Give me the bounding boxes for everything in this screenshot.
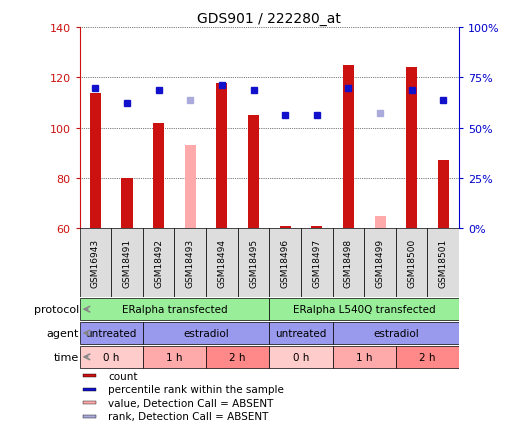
FancyBboxPatch shape — [427, 229, 459, 298]
Text: 0 h: 0 h — [103, 352, 120, 362]
FancyBboxPatch shape — [143, 322, 269, 344]
Bar — [438, 161, 449, 229]
Bar — [406, 68, 417, 229]
Text: GSM18497: GSM18497 — [312, 239, 321, 288]
FancyBboxPatch shape — [396, 229, 427, 298]
FancyBboxPatch shape — [301, 229, 332, 298]
Text: GSM18496: GSM18496 — [281, 239, 290, 288]
FancyBboxPatch shape — [364, 229, 396, 298]
Bar — [216, 83, 227, 229]
Text: GSM18491: GSM18491 — [123, 239, 131, 288]
Text: ERalpha L540Q transfected: ERalpha L540Q transfected — [293, 305, 436, 314]
Text: GSM18493: GSM18493 — [186, 239, 195, 288]
FancyBboxPatch shape — [269, 322, 332, 344]
Text: GSM16943: GSM16943 — [91, 239, 100, 288]
FancyBboxPatch shape — [143, 229, 174, 298]
FancyBboxPatch shape — [206, 346, 269, 368]
Bar — [83, 401, 96, 404]
Text: rank, Detection Call = ABSENT: rank, Detection Call = ABSENT — [108, 411, 268, 421]
Bar — [248, 116, 259, 229]
FancyBboxPatch shape — [238, 229, 269, 298]
FancyBboxPatch shape — [80, 346, 143, 368]
FancyBboxPatch shape — [143, 346, 206, 368]
FancyBboxPatch shape — [80, 322, 143, 344]
Text: estradiol: estradiol — [373, 328, 419, 338]
Title: GDS901 / 222280_at: GDS901 / 222280_at — [198, 12, 341, 26]
FancyBboxPatch shape — [269, 299, 459, 320]
FancyBboxPatch shape — [80, 229, 111, 298]
Text: GSM18492: GSM18492 — [154, 239, 163, 288]
FancyBboxPatch shape — [80, 299, 269, 320]
Text: count: count — [108, 371, 137, 381]
Text: 0 h: 0 h — [293, 352, 309, 362]
Text: GSM18495: GSM18495 — [249, 239, 258, 288]
Bar — [280, 226, 291, 229]
FancyBboxPatch shape — [269, 229, 301, 298]
Bar — [83, 374, 96, 377]
Text: 2 h: 2 h — [419, 352, 436, 362]
Text: GSM18494: GSM18494 — [218, 239, 226, 288]
Text: agent: agent — [47, 328, 79, 338]
Text: ERalpha transfected: ERalpha transfected — [122, 305, 227, 314]
FancyBboxPatch shape — [332, 229, 364, 298]
Text: 1 h: 1 h — [356, 352, 372, 362]
Text: 1 h: 1 h — [166, 352, 183, 362]
Text: percentile rank within the sample: percentile rank within the sample — [108, 384, 284, 394]
FancyBboxPatch shape — [206, 229, 238, 298]
Bar — [153, 123, 164, 229]
Text: GSM18501: GSM18501 — [439, 239, 448, 288]
Text: protocol: protocol — [34, 305, 79, 314]
Bar — [311, 226, 322, 229]
Bar — [343, 66, 354, 229]
FancyBboxPatch shape — [332, 346, 396, 368]
Text: time: time — [54, 352, 79, 362]
Text: GSM18499: GSM18499 — [376, 239, 385, 288]
FancyBboxPatch shape — [174, 229, 206, 298]
Text: estradiol: estradiol — [183, 328, 229, 338]
Bar — [185, 146, 196, 229]
Text: untreated: untreated — [86, 328, 137, 338]
Text: GSM18498: GSM18498 — [344, 239, 353, 288]
Bar — [122, 178, 132, 229]
Text: untreated: untreated — [275, 328, 327, 338]
FancyBboxPatch shape — [269, 346, 332, 368]
FancyBboxPatch shape — [396, 346, 459, 368]
FancyBboxPatch shape — [111, 229, 143, 298]
Text: value, Detection Call = ABSENT: value, Detection Call = ABSENT — [108, 398, 273, 408]
Bar — [83, 388, 96, 391]
Bar — [374, 216, 386, 229]
Bar — [83, 415, 96, 418]
Text: GSM18500: GSM18500 — [407, 239, 416, 288]
FancyBboxPatch shape — [332, 322, 459, 344]
Bar — [90, 93, 101, 229]
Text: 2 h: 2 h — [229, 352, 246, 362]
